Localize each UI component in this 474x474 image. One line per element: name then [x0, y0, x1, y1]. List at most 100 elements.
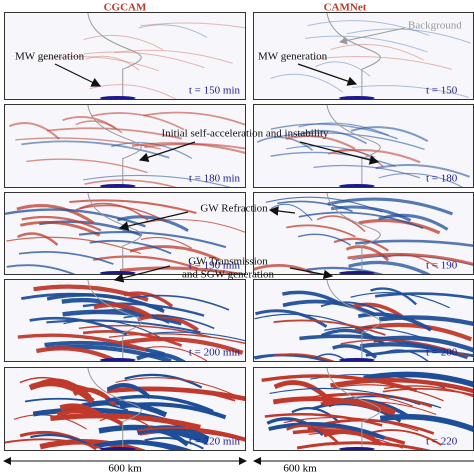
wave-feature	[33, 284, 149, 302]
wave-feature	[379, 349, 431, 362]
wave-feature	[128, 294, 230, 311]
wave-feature	[311, 56, 452, 70]
wave-feature	[137, 314, 199, 332]
wave-feature	[143, 111, 246, 126]
wave-feature	[79, 202, 149, 221]
panel	[4, 367, 246, 451]
wave-feature	[261, 374, 418, 393]
time-label: t = 180 min	[189, 173, 241, 185]
wave-feature	[269, 387, 421, 406]
panel-bg	[253, 104, 474, 188]
panel-border	[4, 367, 246, 451]
column-title: CGCAM	[104, 2, 147, 14]
wave-feature	[46, 293, 165, 313]
wave-feature	[347, 252, 474, 266]
wave-feature	[56, 409, 124, 426]
wave-feature	[140, 236, 193, 249]
background-profile	[87, 104, 142, 184]
annotation: and SGW generation	[182, 269, 275, 281]
wave-feature	[131, 142, 246, 155]
panel-border	[4, 12, 246, 100]
background-profile	[87, 192, 142, 271]
panel-bg	[253, 12, 474, 100]
wave-feature	[114, 49, 233, 64]
wave-feature	[144, 331, 246, 342]
wave-feature	[140, 22, 246, 29]
wave-feature	[330, 43, 424, 61]
wave-feature	[82, 330, 183, 347]
wave-feature	[286, 224, 356, 238]
background-profile	[326, 279, 381, 358]
wave-feature	[324, 326, 431, 342]
background-profile	[326, 104, 381, 184]
wave-feature	[129, 245, 221, 262]
wave-feature	[378, 173, 465, 188]
wave-feature	[333, 237, 389, 252]
time-label: t = 200 min	[189, 347, 241, 359]
time-label: t = 220 min	[189, 436, 241, 448]
wave-feature	[21, 140, 170, 159]
background-profile	[87, 12, 142, 96]
background-profile	[87, 367, 142, 447]
wave-feature	[106, 382, 152, 400]
wave-feature	[117, 215, 189, 232]
column-title: CAMNet	[324, 2, 367, 14]
wave-feature	[352, 85, 470, 98]
wave-feature	[138, 24, 208, 38]
arrow	[138, 141, 196, 162]
annotation: GW Transmission	[188, 256, 268, 268]
scale-label: 600 km	[108, 463, 142, 474]
scale-bars: 600 km 600 km	[3, 457, 474, 474]
wave-feature	[273, 319, 386, 336]
wave-feature	[144, 437, 204, 450]
wave-feature	[306, 266, 387, 275]
wave-feature	[17, 333, 147, 352]
wave-feature	[346, 28, 471, 44]
wave-feature	[90, 112, 185, 131]
wave-feature	[327, 197, 454, 216]
annotation: Initial self-acceleration and instabilit…	[161, 128, 329, 140]
wave-feature	[298, 122, 389, 136]
wave-feature	[44, 340, 165, 356]
wave-feature	[265, 196, 383, 213]
wave-feature	[81, 400, 168, 418]
wave-feature	[370, 287, 417, 306]
wave-feature	[272, 353, 338, 362]
wave-feature	[18, 251, 114, 265]
panel	[253, 367, 474, 451]
wave-feature	[123, 314, 215, 330]
panels: t = 150 min t = 150 t = 180 min t = 180 t = …	[4, 12, 474, 451]
wave-feature	[4, 208, 146, 228]
panel	[253, 279, 474, 362]
background-profile	[326, 192, 381, 271]
wave-feature	[13, 414, 87, 430]
wave-feature	[20, 220, 101, 237]
wave-feature	[9, 122, 60, 140]
wave-feature	[330, 378, 474, 394]
wave-feature	[87, 309, 170, 324]
wave-feature	[29, 316, 128, 336]
wave-feature	[296, 441, 436, 451]
wave-feature	[69, 199, 197, 214]
arrow	[297, 63, 358, 86]
wave-feature	[285, 134, 356, 150]
annotation: GW Refraction	[200, 203, 268, 215]
panel-border	[4, 104, 246, 188]
panel	[4, 12, 246, 100]
panel-border	[4, 279, 246, 362]
wave-feature	[16, 203, 95, 225]
annotation: MW generation	[15, 51, 85, 63]
wave-feature	[350, 126, 429, 143]
wave-feature	[312, 393, 414, 407]
wave-feature	[264, 412, 383, 427]
arrow	[339, 27, 406, 45]
wave-feature	[298, 129, 367, 145]
wave-feature	[16, 232, 59, 246]
wave-feature	[313, 164, 421, 179]
wave-feature	[274, 132, 425, 150]
wave-feature	[333, 384, 444, 402]
wave-feature	[84, 179, 181, 188]
wave-feature	[30, 434, 92, 447]
wave-feature	[115, 377, 236, 396]
